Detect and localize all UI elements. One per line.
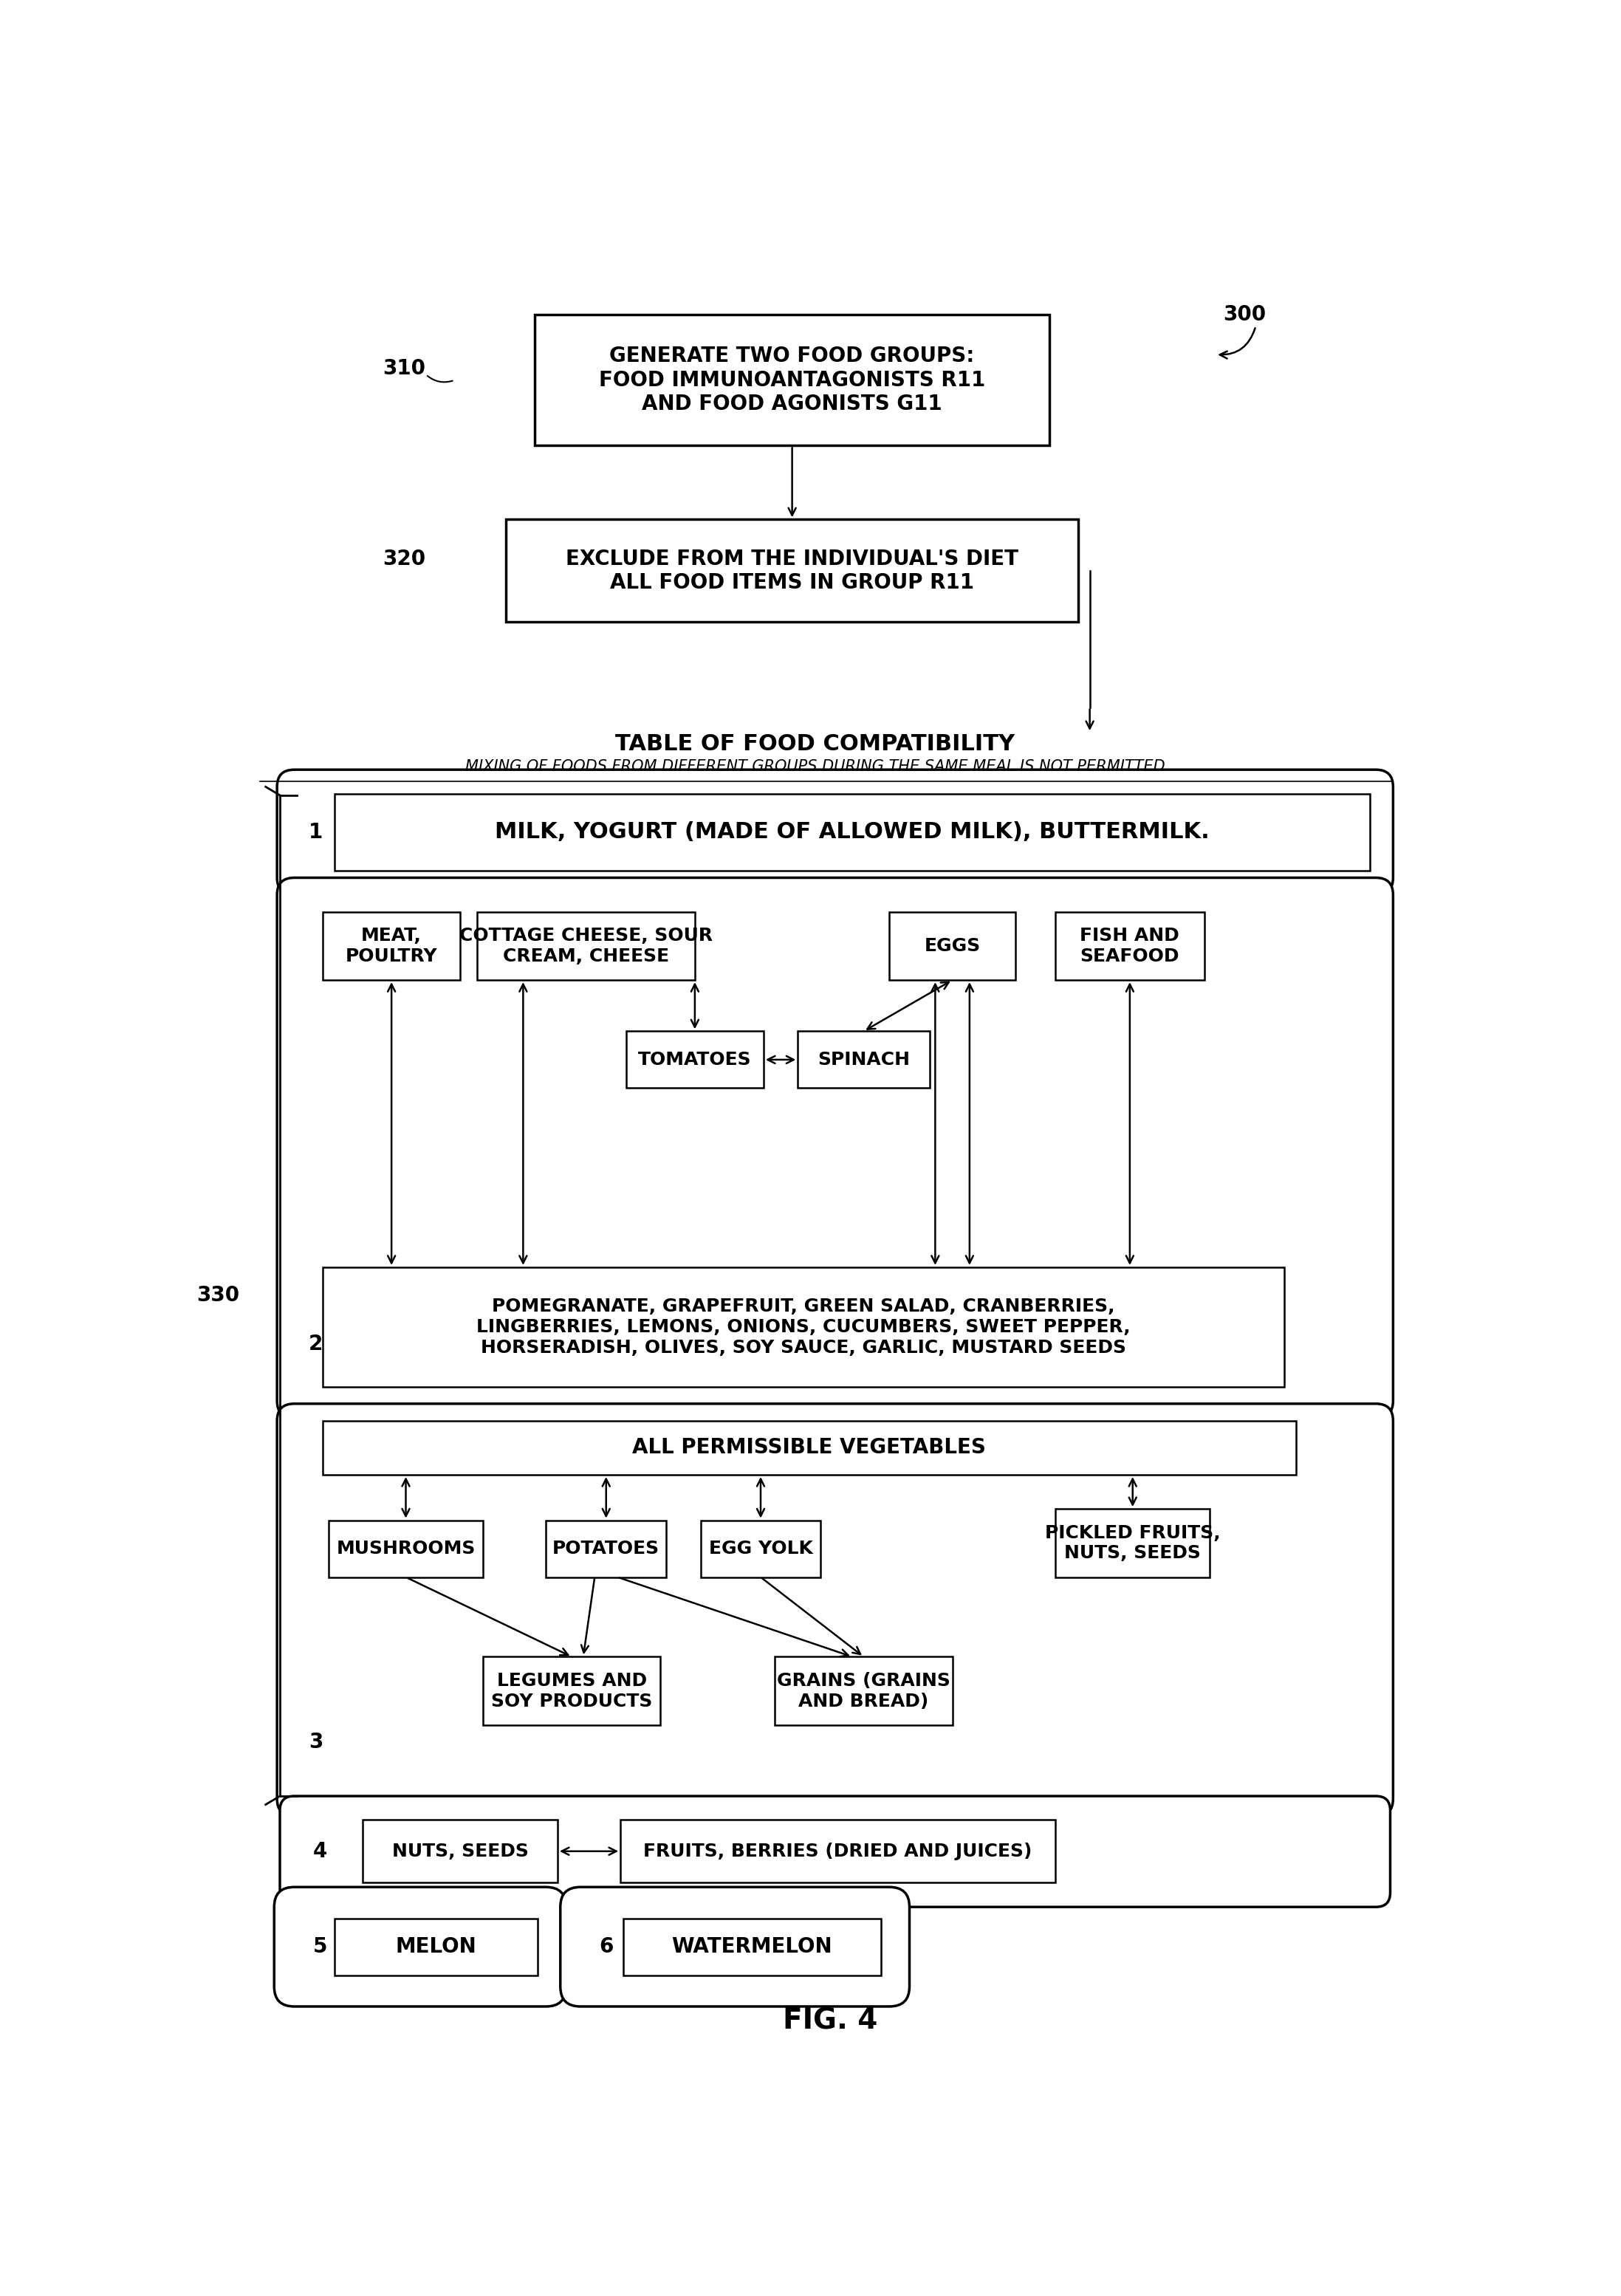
Bar [798,1031,929,1088]
Bar [626,1031,763,1088]
Text: 2: 2 [308,1334,323,1355]
Text: 6: 6 [600,1936,613,1956]
Text: LEGUMES AND
SOY PRODUCTS: LEGUMES AND SOY PRODUCTS [491,1671,652,1711]
Bar [323,912,460,980]
Text: MELON: MELON [396,1936,477,1956]
Bar [334,1919,538,1975]
FancyBboxPatch shape [280,1795,1391,1908]
Text: MILK, YOGURT (MADE OF ALLOWED MILK), BUTTERMILK.: MILK, YOGURT (MADE OF ALLOWED MILK), BUT… [494,822,1209,843]
Text: 3: 3 [308,1731,323,1752]
Text: MIXING OF FOODS FROM DIFFERENT GROUPS DURING THE SAME MEAL IS NOT PERMITTED: MIXING OF FOODS FROM DIFFERENT GROUPS DU… [465,760,1165,774]
Text: EXCLUDE FROM THE INDIVIDUAL'S DIET
ALL FOOD ITEMS IN GROUP R11: EXCLUDE FROM THE INDIVIDUAL'S DIET ALL F… [566,549,1018,592]
Text: POTATOES: POTATOES [553,1541,660,1557]
Bar [506,519,1078,622]
Text: EGG YOLK: EGG YOLK [708,1541,812,1557]
FancyBboxPatch shape [277,769,1392,895]
Text: 310: 310 [383,358,426,379]
Text: 320: 320 [383,549,426,569]
Text: FIG. 4: FIG. 4 [783,2007,879,2034]
FancyBboxPatch shape [277,1403,1392,1816]
Text: COTTAGE CHEESE, SOUR
CREAM, CHEESE: COTTAGE CHEESE, SOUR CREAM, CHEESE [459,928,713,964]
Bar [700,1520,820,1577]
Bar [624,1919,880,1975]
Bar [621,1821,1055,1883]
Bar [1055,912,1204,980]
Bar [477,912,695,980]
FancyBboxPatch shape [561,1887,909,2007]
Text: TABLE OF FOOD COMPATIBILITY: TABLE OF FOOD COMPATIBILITY [616,732,1015,755]
Text: 4: 4 [313,1841,327,1862]
Text: NUTS, SEEDS: NUTS, SEEDS [392,1841,528,1860]
Text: 5: 5 [313,1936,327,1956]
Text: 330: 330 [196,1286,240,1306]
Text: 300: 300 [1222,305,1266,326]
Text: GRAINS (GRAINS
AND BREAD): GRAINS (GRAINS AND BREAD) [776,1671,950,1711]
Text: PICKLED FRUITS,
NUTS, SEEDS: PICKLED FRUITS, NUTS, SEEDS [1046,1525,1221,1561]
Text: SPINACH: SPINACH [817,1052,909,1068]
Bar [363,1821,558,1883]
Text: POMEGRANATE, GRAPEFRUIT, GREEN SALAD, CRANBERRIES,
LINGBERRIES, LEMONS, ONIONS, : POMEGRANATE, GRAPEFRUIT, GREEN SALAD, CR… [477,1297,1130,1357]
Bar [890,912,1015,980]
Text: EGGS: EGGS [924,937,981,955]
Bar [546,1520,666,1577]
Text: MUSHROOMS: MUSHROOMS [336,1541,475,1557]
Text: WATERMELON: WATERMELON [671,1936,833,1956]
Text: 1: 1 [310,822,323,843]
Text: GENERATE TWO FOOD GROUPS:
FOOD IMMUNOANTAGONISTS R11
AND FOOD AGONISTS G11: GENERATE TWO FOOD GROUPS: FOOD IMMUNOANT… [598,347,986,413]
Bar [323,1267,1284,1387]
FancyBboxPatch shape [277,877,1392,1419]
Bar [1055,1508,1209,1577]
Text: TOMATOES: TOMATOES [639,1052,752,1068]
Bar [329,1520,483,1577]
FancyBboxPatch shape [274,1887,566,2007]
Bar [775,1658,953,1724]
Bar [483,1658,660,1724]
Text: FISH AND
SEAFOOD: FISH AND SEAFOOD [1080,928,1180,964]
Text: FRUITS, BERRIES (DRIED AND JUICES): FRUITS, BERRIES (DRIED AND JUICES) [644,1841,1033,1860]
Bar [535,315,1050,445]
Text: ALL PERMISSIBLE VEGETABLES: ALL PERMISSIBLE VEGETABLES [632,1437,986,1458]
Bar [334,794,1370,870]
Text: MEAT,
POULTRY: MEAT, POULTRY [345,928,438,964]
Bar [323,1421,1295,1474]
